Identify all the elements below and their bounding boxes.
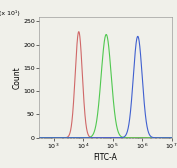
Y-axis label: Count: Count [13,66,22,89]
X-axis label: FITC-A: FITC-A [93,153,117,162]
Text: (x 10¹): (x 10¹) [0,10,20,16]
